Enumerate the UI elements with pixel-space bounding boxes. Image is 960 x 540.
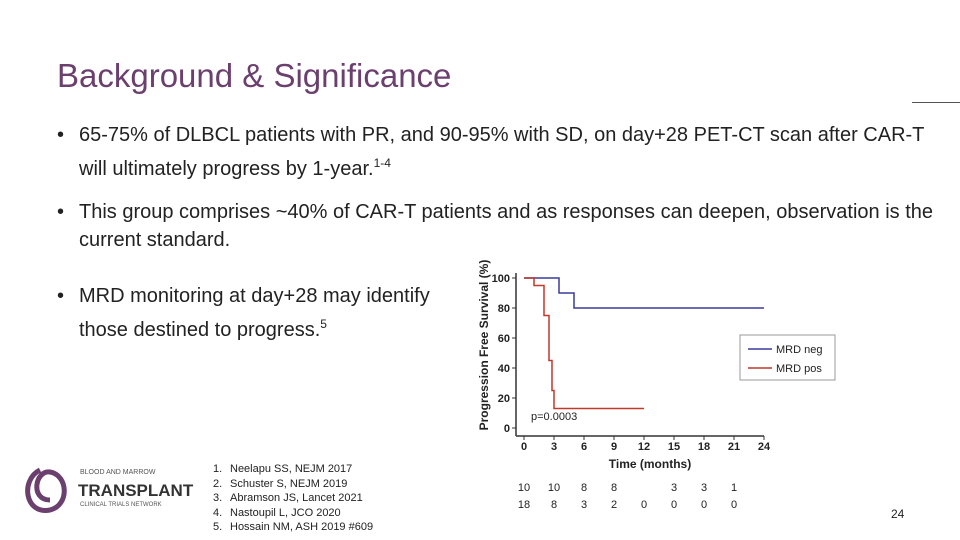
x-tick-label: 3 bbox=[551, 441, 557, 453]
rule bbox=[912, 102, 960, 103]
reference: 1. Neelapu SS, NEJM 2017 bbox=[213, 462, 373, 477]
x-tick-label: 15 bbox=[668, 441, 680, 453]
x-tick-label: 9 bbox=[611, 441, 617, 453]
legend-label: MRD neg bbox=[776, 344, 822, 356]
bullet-text: 65-75% of DLBCL patients with PR, and 90… bbox=[79, 124, 925, 180]
bullet: 65-75% of DLBCL patients with PR, and 90… bbox=[57, 121, 939, 183]
risk-count: 0 bbox=[731, 499, 737, 511]
y-tick-label: 100 bbox=[492, 273, 510, 285]
legend-label: MRD pos bbox=[776, 363, 822, 375]
reference: 2. Schuster S, NEJM 2019 bbox=[213, 477, 373, 492]
x-tick-label: 21 bbox=[728, 441, 740, 453]
ref-text: Schuster S, NEJM 2019 bbox=[230, 477, 348, 490]
logo-text: BLOOD AND MARROW bbox=[80, 469, 156, 476]
references: 1. Neelapu SS, NEJM 2017 2. Schuster S, NEJ… bbox=[213, 462, 373, 535]
risk-count: 8 bbox=[551, 499, 557, 511]
title: Background & Significance bbox=[57, 57, 452, 94]
y-tick-label: 60 bbox=[498, 333, 510, 345]
y-tick-label: 40 bbox=[498, 363, 510, 375]
risk-count: 8 bbox=[611, 482, 617, 494]
legend-box bbox=[739, 334, 836, 381]
reference: 4. Nastoupil L, JCO 2020 bbox=[213, 506, 373, 521]
bullet-text: This group comprises ~40% of CAR-T patie… bbox=[79, 201, 933, 251]
risk-count: 3 bbox=[581, 499, 587, 511]
x-tick-label: 12 bbox=[638, 441, 650, 453]
ref-num: 2. bbox=[213, 477, 223, 490]
p-value: p=0.0003 bbox=[531, 411, 577, 423]
risk-count: 0 bbox=[641, 499, 647, 511]
reference: 5. Hossain NM, ASH 2019 #609 bbox=[213, 520, 373, 535]
y-tick-label: 20 bbox=[498, 393, 510, 405]
y-tick-label: 80 bbox=[498, 303, 510, 315]
logo-text: CLINICAL TRIALS NETWORK bbox=[80, 502, 162, 508]
x-label: Time (months) bbox=[609, 457, 691, 471]
ref-text: Nastoupil L, JCO 2020 bbox=[230, 506, 341, 519]
risk-count: 0 bbox=[671, 499, 677, 511]
reference: 3. Abramson JS, Lancet 2021 bbox=[213, 491, 373, 506]
risk-count: 1 bbox=[731, 482, 737, 494]
x-tick-label: 0 bbox=[521, 441, 527, 453]
ref-text: Abramson JS, Lancet 2021 bbox=[230, 492, 363, 504]
logo: BLOOD AND MARROW TRANSPLANT CLINICAL TRI… bbox=[25, 467, 194, 513]
citation: 1-4 bbox=[373, 156, 391, 170]
risk-count: 2 bbox=[611, 499, 617, 511]
ref-num: 5. bbox=[213, 521, 223, 533]
risk-count: 18 bbox=[518, 499, 530, 511]
ref-text: Hossain NM, ASH 2019 #609 bbox=[230, 521, 374, 533]
risk-count: 0 bbox=[701, 499, 707, 511]
ref-num: 1. bbox=[213, 463, 223, 475]
x-tick-label: 24 bbox=[758, 441, 771, 453]
ref-num: 3. bbox=[213, 492, 223, 504]
x-tick-label: 18 bbox=[698, 441, 710, 453]
x-tick-label: 6 bbox=[581, 441, 587, 453]
y-tick-label: 0 bbox=[504, 423, 510, 435]
bullet-text: MRD monitoring at day+28 may identify th… bbox=[79, 285, 430, 341]
y-label: Progression Free Survival (%) bbox=[477, 260, 491, 431]
risk-count: 8 bbox=[581, 482, 587, 494]
logo-text: TRANSPLANT bbox=[78, 481, 194, 500]
bullet: MRD monitoring at day+28 may identify th… bbox=[57, 282, 479, 344]
ref-num: 4. bbox=[213, 506, 223, 519]
km-curve bbox=[524, 277, 644, 410]
risk-count: 10 bbox=[548, 482, 560, 494]
km-curve bbox=[524, 277, 764, 309]
ref-text: Neelapu SS, NEJM 2017 bbox=[230, 463, 353, 475]
risk-count: 3 bbox=[671, 482, 677, 494]
risk-count: 10 bbox=[518, 482, 530, 494]
citation: 5 bbox=[320, 317, 327, 331]
bullet: This group comprises ~40% of CAR-T patie… bbox=[57, 198, 939, 254]
page-number: 24 bbox=[891, 507, 905, 521]
risk-count: 3 bbox=[701, 482, 707, 494]
